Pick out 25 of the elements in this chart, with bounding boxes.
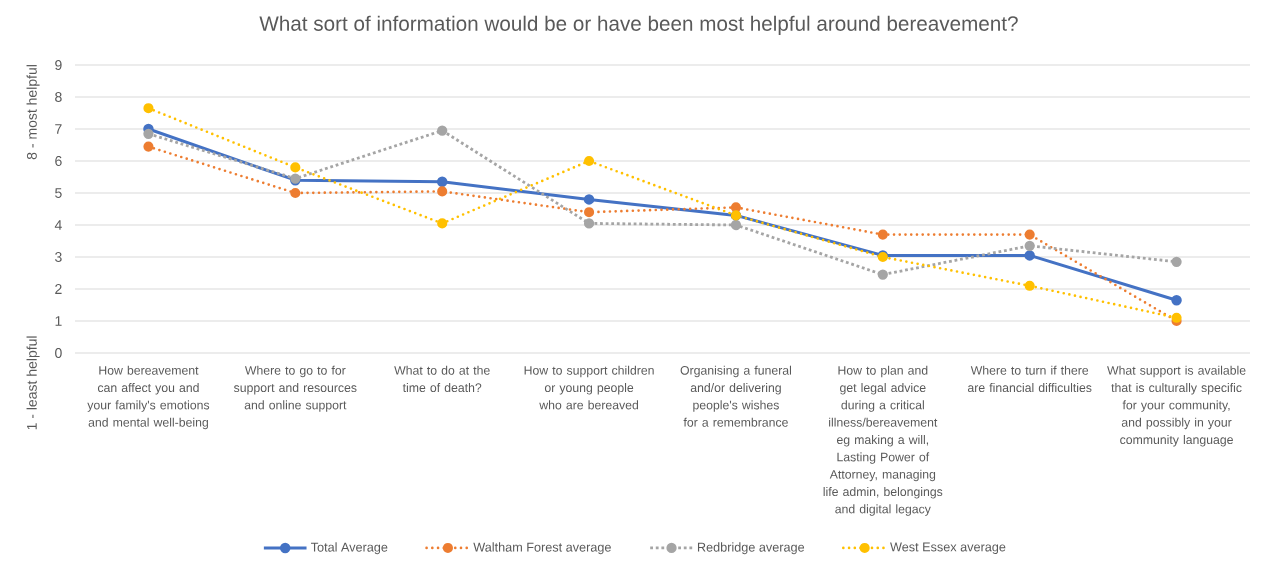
y-tick-label: 7 — [55, 124, 62, 134]
x-tick-label: How bereavement can affect you and your family's emotions and mental well-being — [87, 365, 210, 430]
text: 1 - least helpful — [26, 336, 40, 430]
y-tick-label: 3 — [55, 252, 62, 262]
legend-label: West Essex average — [890, 542, 1006, 554]
y-tick-label: 6 — [55, 156, 62, 166]
legend-label: Total Average — [311, 542, 388, 555]
chart-title: What sort of information would be or have been most helpful around bereavement? — [259, 15, 1018, 35]
y-tick-label: 5 — [55, 188, 62, 198]
y-tick-label: 1 — [55, 316, 62, 326]
x-tick-label: What support is available that is culturally specific for your community, and possibly in your community language — [1107, 365, 1246, 447]
y-tick-label: 2 — [55, 284, 62, 294]
legend-label: Redbridge average — [697, 542, 805, 555]
legend-label: Waltham Forest average — [473, 542, 611, 555]
x-tick-label: Organising a funeral and/or delivering people's wishes for a remembrance — [680, 365, 791, 427]
y-tick-label: 9 — [55, 60, 62, 70]
category-label: How to plan and get legal advice during a critical illness/bereavement eg making a will, Lasting Power of Attorney, managing life admin, belongings and digital legacy — [823, 365, 943, 516]
y-tick-label: 4 — [54, 220, 62, 230]
y-tick-label: 8 — [55, 92, 62, 102]
text: 8 - most helpful — [26, 65, 40, 160]
y-tick-label: 0 — [55, 348, 62, 358]
x-tick-label: Where to turn if there are financial difficulties — [967, 365, 1092, 393]
x-tick-label: How to support children or young people who are bereaved — [524, 365, 654, 410]
x-tick-label: What to do at the time of death? — [394, 365, 490, 393]
x-tick-label: Where to go to for support and resources and online support — [233, 365, 357, 412]
